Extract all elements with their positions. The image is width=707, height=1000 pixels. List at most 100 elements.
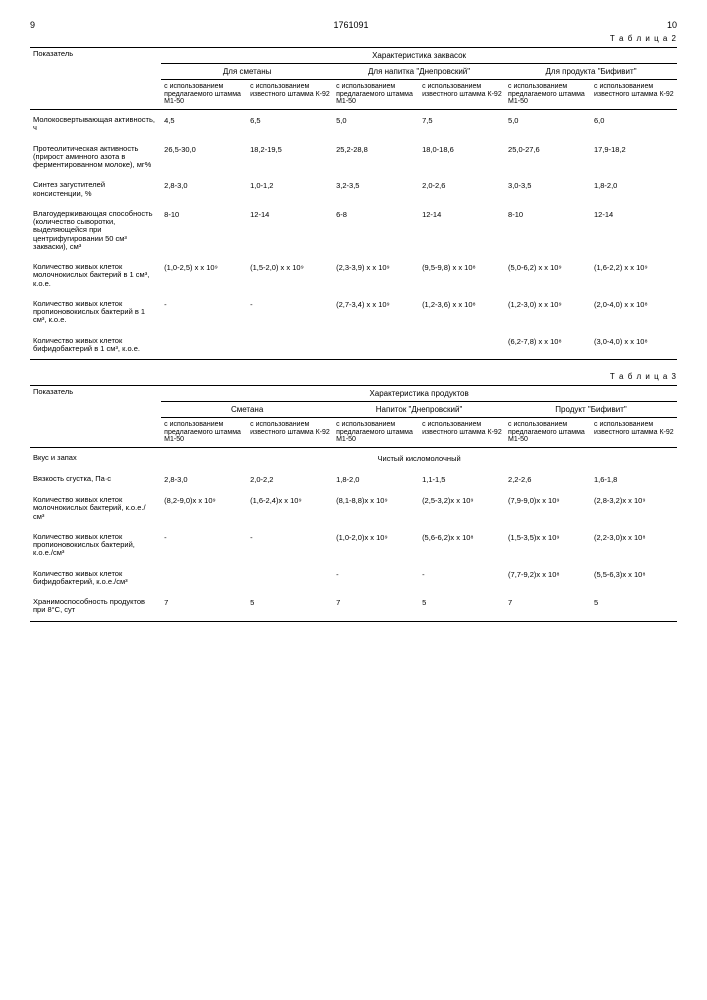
table2-cell: 18,2-19,5 xyxy=(247,139,333,176)
table3-cell: 7 xyxy=(505,592,591,621)
table2-cell: 12-14 xyxy=(591,204,677,257)
table3-row-label: Хранимоспособность продуктов при 8°С, су… xyxy=(30,592,161,621)
table2-sub-5: с использованием известного штамма К-92 xyxy=(591,80,677,110)
table3-cell: (7,7-9,2)x x 10⁸ xyxy=(505,564,591,593)
table3-row-label: Вкус и запах xyxy=(30,448,161,470)
table3-cell: - xyxy=(247,527,333,564)
table2-sub-0: с использованием предлагаемого штамма М1… xyxy=(161,80,247,110)
table3-cell: - xyxy=(419,564,505,593)
table3-cell: (8,1-8,8)x x 10⁹ xyxy=(333,490,419,527)
table3-cell: 5 xyxy=(247,592,333,621)
table3-cell: 5 xyxy=(591,592,677,621)
table3-sub-2: с использованием предлагаемого штамма М1… xyxy=(333,418,419,448)
table2-sub-3: с использованием известного штамма К-92 xyxy=(419,80,505,110)
table2-cell xyxy=(247,331,333,360)
table3-cell: 2,2-2,6 xyxy=(505,469,591,490)
table3-row-label: Количество живых клеток бифидобактерий, … xyxy=(30,564,161,593)
table2-cell: (1,6-2,2) x x 10⁹ xyxy=(591,257,677,294)
table2-row: Количество живых клеток пропионовокислых… xyxy=(30,294,677,331)
table2-row-label: Количество живых клеток молочнокислых ба… xyxy=(30,257,161,294)
table3-cell: 1,1-1,5 xyxy=(419,469,505,490)
table2-cell: 3,2-3,5 xyxy=(333,175,419,204)
table2-cell: (2,3-3,9) x x 10⁹ xyxy=(333,257,419,294)
table2-cell: 4,5 xyxy=(161,110,247,139)
table3-cell: 7 xyxy=(161,592,247,621)
table2-group-0: Для сметаны xyxy=(161,64,333,80)
table2-cell: 25,0-27,6 xyxy=(505,139,591,176)
table3-row: Хранимоспособность продуктов при 8°С, су… xyxy=(30,592,677,621)
table2-cell: 2,8-3,0 xyxy=(161,175,247,204)
table3-row-label: Количество живых клеток молочнокислых ба… xyxy=(30,490,161,527)
table2-cell: 17,9-18,2 xyxy=(591,139,677,176)
table2-cell: (6,2-7,8) x x 10⁸ xyxy=(505,331,591,360)
table3-row: Количество живых клеток молочнокислых ба… xyxy=(30,490,677,527)
table2-row-label: Количество живых клеток пропионовокислых… xyxy=(30,294,161,331)
table3-cell: 1,6-1,8 xyxy=(591,469,677,490)
table3-groupheader: Характеристика продуктов xyxy=(161,386,677,402)
table3-group-1: Напиток "Днепровский" xyxy=(333,402,505,418)
table3-cell: (1,5-3,5)x x 10⁹ xyxy=(505,527,591,564)
table2-row-label: Влагоудерживающая способность (количеств… xyxy=(30,204,161,257)
table3-cell: (1,6-2,4)x x 10⁹ xyxy=(247,490,333,527)
table3-cell: (7,9-9,0)x x 10⁹ xyxy=(505,490,591,527)
table2-cell: 5,0 xyxy=(505,110,591,139)
table2-group-2: Для продукта "Бифивит" xyxy=(505,64,677,80)
table2-cell: 2,0-2,6 xyxy=(419,175,505,204)
table2-sub-2: с использованием предлагаемого штамма М1… xyxy=(333,80,419,110)
table3-row: Вкус и запахЧистый кисломолочный xyxy=(30,448,677,470)
table2-cell: 1,0-1,2 xyxy=(247,175,333,204)
page-header: 9 1761091 10 xyxy=(30,20,677,30)
table3-cell: 7 xyxy=(333,592,419,621)
table3-cell: (5,6-6,2)x x 10⁸ xyxy=(419,527,505,564)
table3-rowheader: Показатель xyxy=(30,386,161,448)
table2-cell: 25,2-28,8 xyxy=(333,139,419,176)
table2-sub-4: с использованием предлагаемого штамма М1… xyxy=(505,80,591,110)
page-num-left: 9 xyxy=(30,20,35,30)
table3-sub-3: с использованием известного штамма К-92 xyxy=(419,418,505,448)
table2-sub-1: с использованием известного штамма К-92 xyxy=(247,80,333,110)
page-num-right: 10 xyxy=(667,20,677,30)
table3-sub-5: с использованием известного штамма К-92 xyxy=(591,418,677,448)
table3-sub-0: с использованием предлагаемого штамма М1… xyxy=(161,418,247,448)
table2-groupheader: Характеристика заквасок xyxy=(161,48,677,64)
table2-row-label: Синтез загустителей консистенции, % xyxy=(30,175,161,204)
table3-label: Т а б л и ц а 3 xyxy=(30,372,677,381)
table2-cell: (3,0-4,0) x x 10⁸ xyxy=(591,331,677,360)
table3-row: Количество живых клеток бифидобактерий, … xyxy=(30,564,677,593)
table3: Показатель Характеристика продуктов Смет… xyxy=(30,385,677,622)
table2-cell: (2,0-4,0) x x 10⁸ xyxy=(591,294,677,331)
table2-label: Т а б л и ц а 2 xyxy=(30,34,677,43)
table3-cell: (1,0-2,0)x x 10⁹ xyxy=(333,527,419,564)
table2-cell: 8-10 xyxy=(161,204,247,257)
table3-row-label: Вязкость сгустка, Па·с xyxy=(30,469,161,490)
table2-row-label: Количество живых клеток бифидобактерий в… xyxy=(30,331,161,360)
table2-row: Количество живых клеток молочнокислых ба… xyxy=(30,257,677,294)
table2-row: Количество живых клеток бифидобактерий в… xyxy=(30,331,677,360)
table2-cell: (1,0-2,5) x x 10⁹ xyxy=(161,257,247,294)
table3-cell: (2,2-3,0)x x 10⁸ xyxy=(591,527,677,564)
table3-cell: 2,0-2,2 xyxy=(247,469,333,490)
table2-row-label: Протеолитическая активность (прирост ами… xyxy=(30,139,161,176)
table3-cell: (2,5-3,2)x x 10⁹ xyxy=(419,490,505,527)
table2-cell: 7,5 xyxy=(419,110,505,139)
table3-row: Количество живых клеток пропионовокислых… xyxy=(30,527,677,564)
table3-cell: 5 xyxy=(419,592,505,621)
table2-cell: 8-10 xyxy=(505,204,591,257)
table2-cell: 6,0 xyxy=(591,110,677,139)
table2-cell: - xyxy=(161,294,247,331)
table2-rowheader: Показатель xyxy=(30,48,161,110)
table2-cell: 3,0-3,5 xyxy=(505,175,591,204)
table2-cell: 5,0 xyxy=(333,110,419,139)
table2-cell: 12-14 xyxy=(247,204,333,257)
table2-cell: 12-14 xyxy=(419,204,505,257)
table2-cell: 1,8-2,0 xyxy=(591,175,677,204)
table2-cell: 6-8 xyxy=(333,204,419,257)
table2-cell xyxy=(419,331,505,360)
table3-cell: 2,8-3,0 xyxy=(161,469,247,490)
table2-row-label: Молокосвертывающая активность, ч xyxy=(30,110,161,139)
table2-row: Молокосвертывающая активность, ч4,56,55,… xyxy=(30,110,677,139)
table2-cell xyxy=(161,331,247,360)
table2-cell: (5,0-6,2) x x 10⁹ xyxy=(505,257,591,294)
table2: Показатель Характеристика заквасок Для с… xyxy=(30,47,677,360)
table3-cell: - xyxy=(161,527,247,564)
